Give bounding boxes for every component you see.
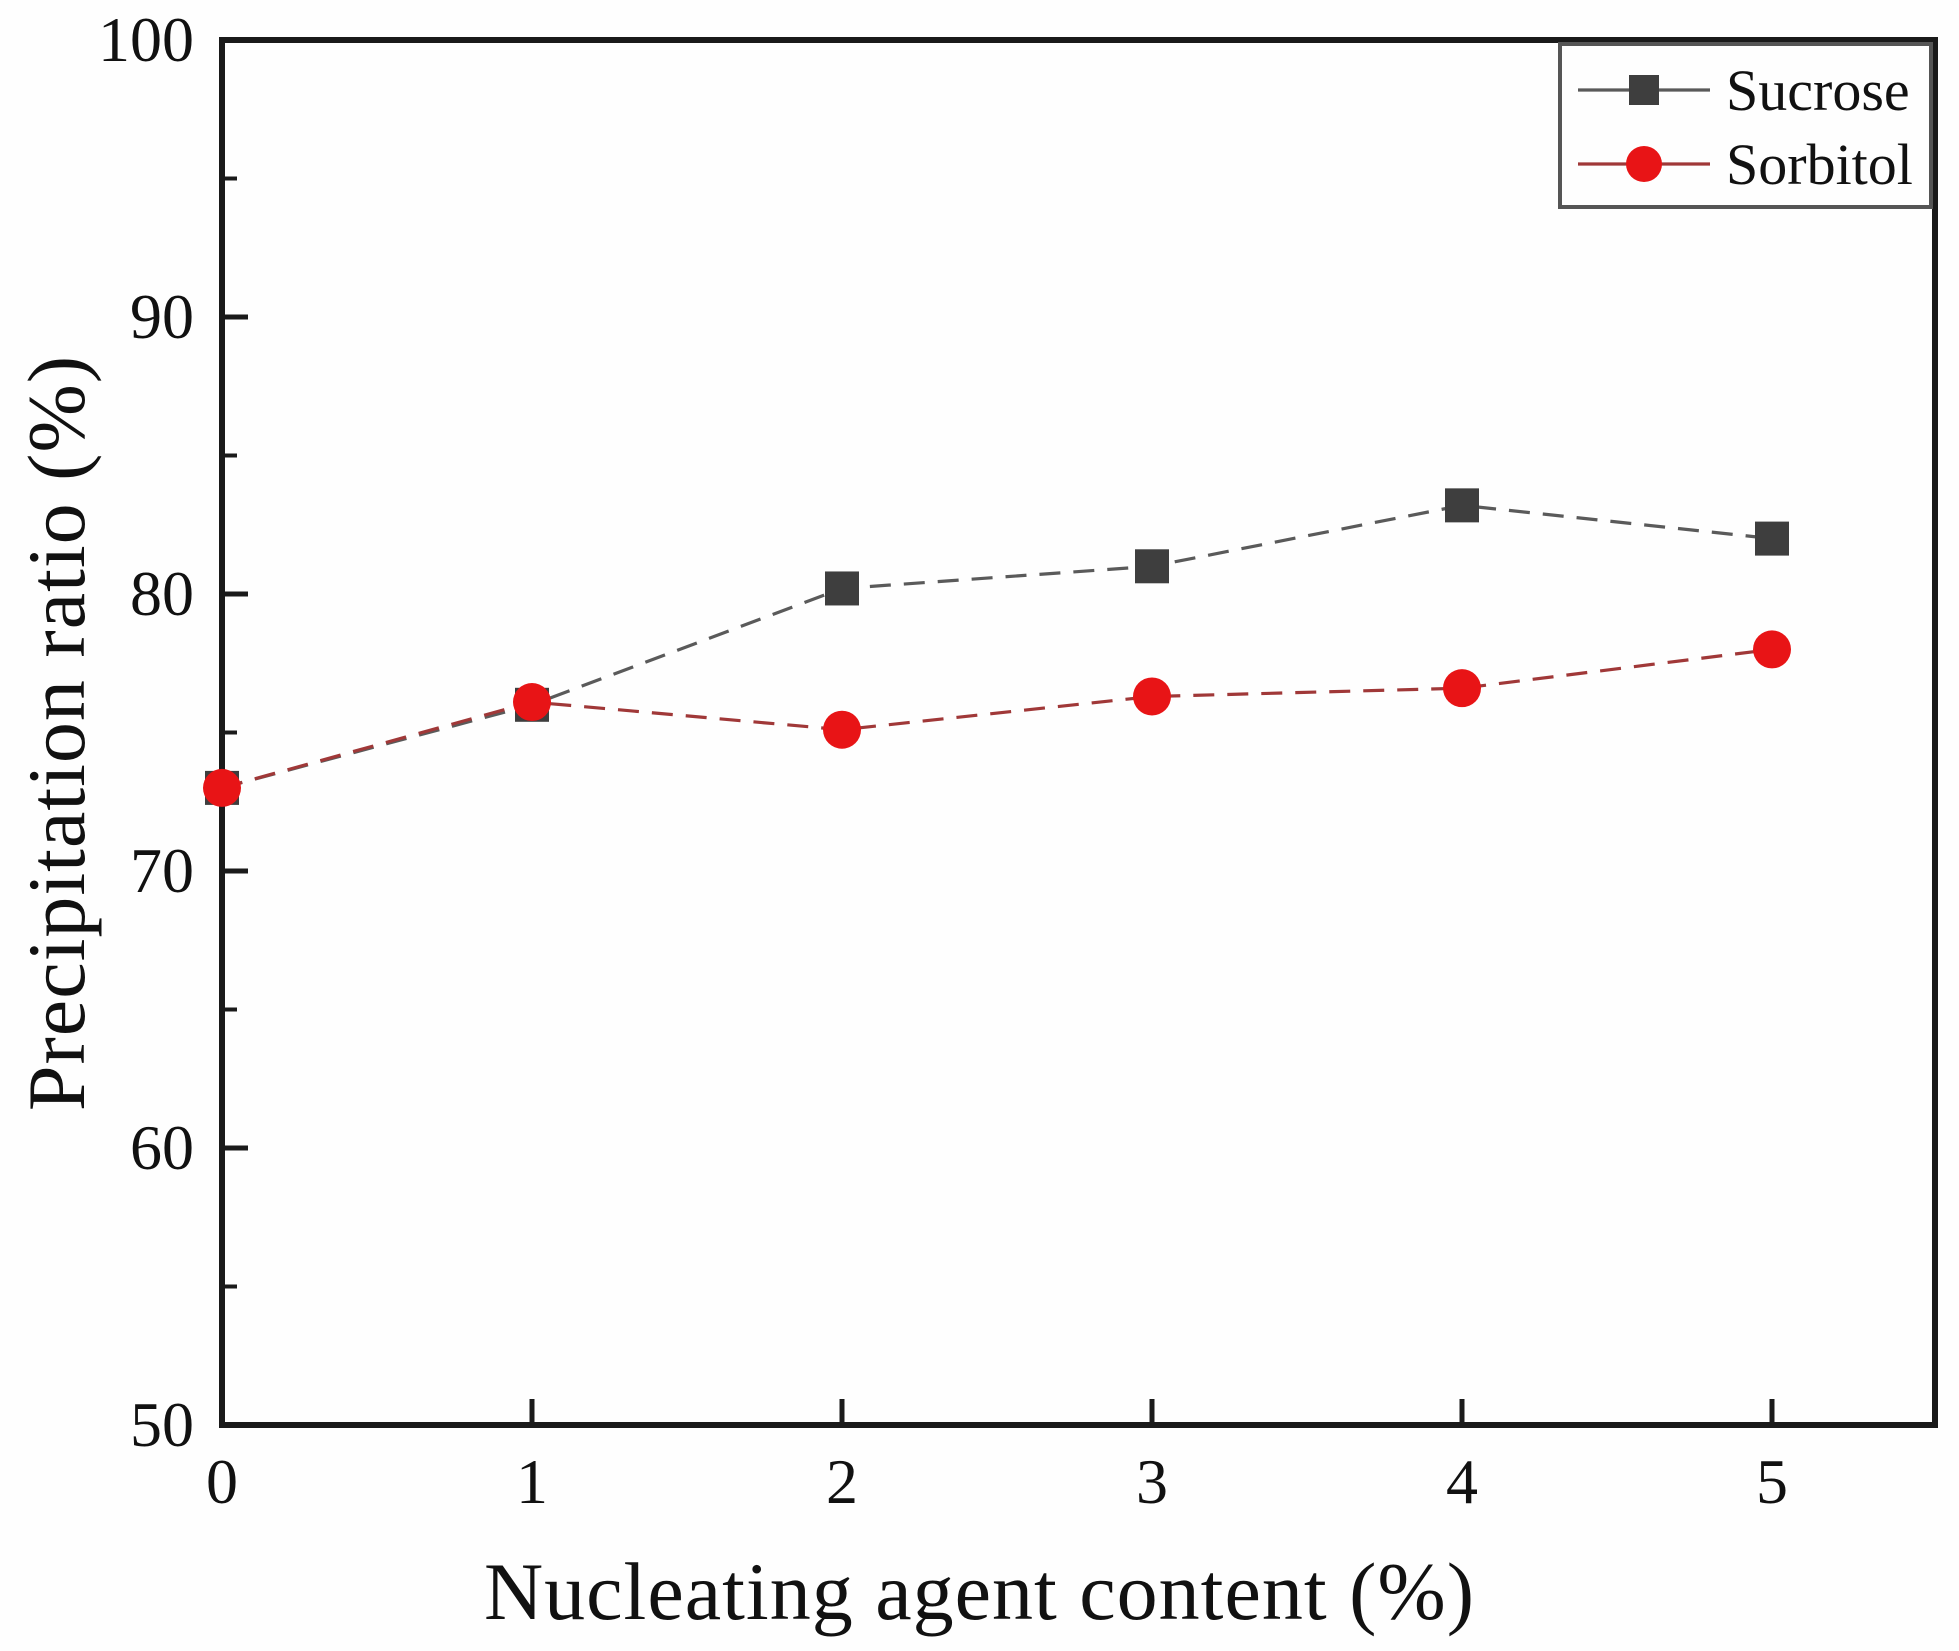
data-point-sorbitol-1: [513, 683, 551, 722]
data-point-sorbitol-4: [1443, 669, 1481, 708]
data-point-sorbitol-2: [823, 710, 861, 749]
data-point-sorbitol-5: [1753, 630, 1791, 669]
legend-item-sucrose: Sucrose: [1578, 58, 1910, 123]
y-tick-label: 100: [98, 4, 194, 75]
data-point-sucrose-4: [1445, 488, 1479, 523]
y-tick-label: 70: [130, 835, 194, 906]
series-sorbitol: [221, 647, 1773, 790]
x-tick-label: 2: [826, 1446, 858, 1517]
x-tick-label: 1: [516, 1446, 548, 1517]
plot-frame: [219, 37, 1938, 1428]
y-tick-label: 90: [130, 281, 194, 352]
series-markers-sorbitol: [203, 630, 1791, 807]
data-point-sucrose-2: [825, 571, 859, 606]
y-tick-label: 80: [130, 558, 194, 629]
x-tick-label: 3: [1136, 1446, 1168, 1517]
axis-ticks: 50 60 70 80 90 100 0 1 2 3 4 5: [98, 4, 1788, 1517]
legend-box: [1558, 42, 1933, 209]
data-point-sorbitol-3: [1133, 677, 1171, 716]
legend-label: Sucrose: [1726, 58, 1910, 123]
data-point-sucrose-3: [1135, 549, 1169, 584]
legend-marker-circle: [1626, 146, 1662, 182]
data-point-sucrose-5: [1755, 521, 1789, 556]
legend-marker-square: [1629, 75, 1659, 105]
legend: Sucrose Sorbitol: [1558, 42, 1933, 209]
y-axis-title: Precipitation ratio (%): [11, 354, 102, 1112]
series-sucrose: [221, 503, 1773, 790]
y-tick-label: 60: [130, 1112, 194, 1183]
legend-item-sorbitol: Sorbitol: [1578, 132, 1913, 197]
x-tick-label: 4: [1446, 1446, 1478, 1517]
series-line-sucrose: [221, 503, 1773, 790]
y-tick-label: 50: [130, 1389, 194, 1460]
x-tick-label: 5: [1756, 1446, 1788, 1517]
data-point-sorbitol-0: [203, 768, 241, 807]
series-line-sorbitol: [221, 647, 1773, 790]
x-axis-title: Nucleating agent content (%): [483, 1546, 1476, 1637]
legend-label: Sorbitol: [1726, 132, 1913, 197]
series-markers-sucrose: [205, 488, 1789, 805]
x-tick-label: 0: [206, 1446, 238, 1517]
